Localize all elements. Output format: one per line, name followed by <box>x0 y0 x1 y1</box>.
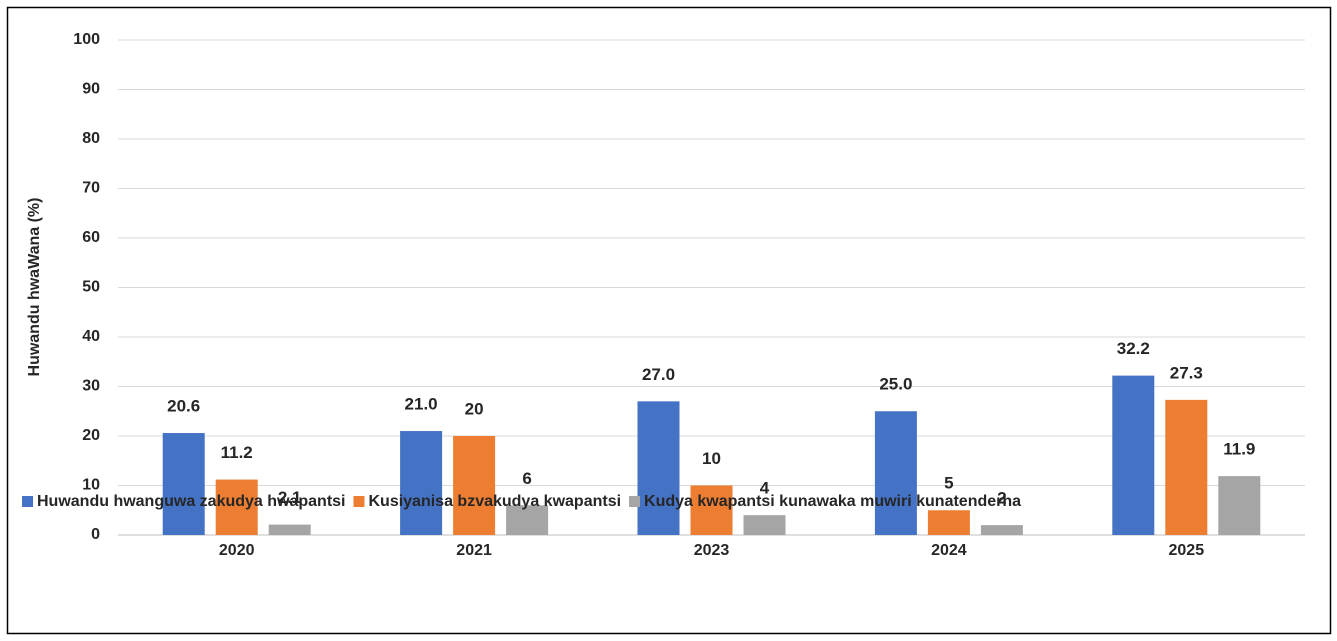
data-label: 27.0 <box>642 365 675 384</box>
data-label: 2.1 <box>278 488 302 507</box>
y-tick-label: 20 <box>82 427 100 444</box>
y-tick-label: 70 <box>82 180 100 197</box>
y-tick-label: 0 <box>91 526 100 543</box>
data-label: 27.3 <box>1170 363 1203 382</box>
bar <box>400 431 443 535</box>
chart-frame <box>6 6 1332 635</box>
data-label: 11.9 <box>1223 440 1255 459</box>
legend-swatch <box>629 496 641 507</box>
bar <box>743 515 786 535</box>
x-tick-label: 2020 <box>219 542 255 559</box>
y-tick-label: 50 <box>82 279 100 296</box>
y-tick-label: 10 <box>82 477 100 494</box>
x-tick-label: 2024 <box>931 542 967 559</box>
y-tick-label: 30 <box>82 378 100 395</box>
x-tick-label: 2025 <box>1169 542 1205 559</box>
bar <box>637 401 680 535</box>
legend-swatch <box>353 496 365 507</box>
bar <box>1165 399 1208 535</box>
x-tick-label: 2023 <box>694 542 730 559</box>
bar <box>215 479 258 535</box>
data-label: 20.6 <box>167 397 200 416</box>
data-label: 11.2 <box>221 443 253 462</box>
data-label: 20 <box>465 399 484 418</box>
data-label: 2 <box>997 489 1006 508</box>
data-label: 25.0 <box>879 375 912 394</box>
bar <box>1112 375 1155 535</box>
data-label: 21.0 <box>405 395 438 414</box>
bar <box>268 524 311 535</box>
bar <box>1218 476 1261 535</box>
bar <box>874 411 917 535</box>
data-label: 5 <box>944 474 953 493</box>
x-tick-label: 2021 <box>456 542 492 559</box>
bar <box>927 510 970 535</box>
bar <box>980 525 1023 535</box>
legend-label: Huwandu hwanguwa zakudya hwapantsi <box>37 493 345 510</box>
y-tick-label: 90 <box>82 81 100 98</box>
y-tick-label: 40 <box>82 328 100 345</box>
y-tick-label: 60 <box>82 229 100 246</box>
data-label: 32.2 <box>1117 339 1150 358</box>
bar <box>453 436 496 535</box>
legend-label: Kusiyanisa bzvakudya kwapantsi <box>368 493 621 510</box>
data-label: 6 <box>522 469 531 488</box>
data-label: 4 <box>760 479 770 498</box>
legend-swatch <box>22 496 33 507</box>
bar <box>162 433 205 535</box>
y-axis-title: Huwandu hwaWana (%) <box>26 198 43 377</box>
bar <box>506 505 549 535</box>
data-label: 10 <box>702 449 721 468</box>
legend-label: Kudya kwapantsi kunawaka muwiri kunatend… <box>644 493 1021 510</box>
y-tick-label: 80 <box>82 130 100 147</box>
bar <box>690 485 733 535</box>
y-tick-label: 100 <box>73 31 100 48</box>
